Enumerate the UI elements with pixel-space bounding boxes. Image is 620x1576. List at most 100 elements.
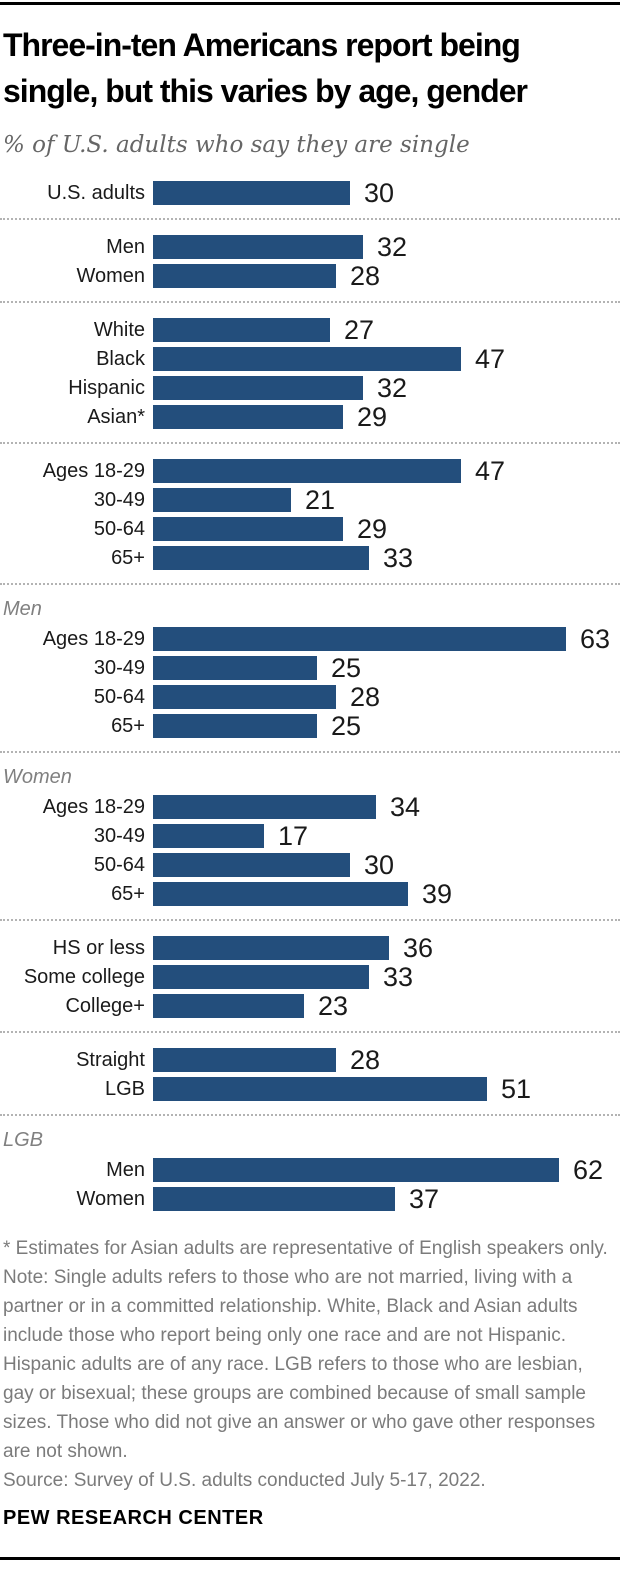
bar xyxy=(153,656,317,680)
bar xyxy=(153,318,330,342)
value-label: 32 xyxy=(377,232,408,262)
chart-subtitle: % of U.S. adults who say they are single xyxy=(3,132,470,158)
chart-row: Women 28 xyxy=(0,263,620,290)
value-label: 29 xyxy=(357,514,388,544)
bar xyxy=(153,965,369,989)
bar xyxy=(153,714,317,738)
chart-group: LGB Men 62 Women 37 xyxy=(0,1114,620,1224)
row-label: 30-49 xyxy=(93,656,145,679)
bar xyxy=(153,882,408,906)
value-label: 37 xyxy=(409,1184,440,1214)
chart-group: Men Ages 18-29 63 30-49 25 50-64 28 65+ 25 xyxy=(0,583,620,751)
chart-row: 30-49 21 xyxy=(0,485,620,515)
value-label: 25 xyxy=(331,653,362,683)
value-label: 33 xyxy=(383,543,414,573)
value-label: 30 xyxy=(364,178,395,208)
bottom-rule xyxy=(0,1557,620,1560)
row-label: Women xyxy=(76,264,145,287)
chart-notes: * Estimates for Asian adults are represe… xyxy=(3,1234,616,1495)
bar xyxy=(153,824,264,848)
value-label: 25 xyxy=(331,711,362,741)
chart-row: 65+ 25 xyxy=(0,711,620,741)
bar xyxy=(153,347,461,371)
chart-row: Some college 33 xyxy=(0,962,620,992)
row-label: Ages 18-29 xyxy=(42,795,145,818)
value-label: 39 xyxy=(422,879,453,909)
value-label: 23 xyxy=(318,991,349,1021)
value-label: 21 xyxy=(305,485,336,515)
bar xyxy=(153,181,350,205)
chart-row: Asian* 29 xyxy=(0,402,620,432)
chart-row: Hispanic 32 xyxy=(0,375,620,402)
row-label: 50-64 xyxy=(93,685,145,708)
chart-row: 50-64 28 xyxy=(0,684,620,711)
chart-row: 30-49 17 xyxy=(0,821,620,851)
value-label: 28 xyxy=(350,1045,381,1075)
pew-research-center-wordmark: PEW RESEARCH CENTER xyxy=(3,1507,264,1529)
bar xyxy=(153,1187,395,1211)
chart-row: White 27 xyxy=(0,317,620,344)
chart-row: 65+ 39 xyxy=(0,879,620,909)
note-text: Note: Single adults refers to those who … xyxy=(3,1267,596,1462)
row-label: LGB xyxy=(104,1077,145,1100)
value-label: 34 xyxy=(390,792,421,822)
chart-group: Women Ages 18-29 34 30-49 17 50-64 30 65+ 39 xyxy=(0,751,620,919)
value-label: 51 xyxy=(501,1074,532,1104)
chart-row: College+ 23 xyxy=(0,991,620,1021)
bar xyxy=(153,936,389,960)
bar xyxy=(153,853,350,877)
row-label: 50-64 xyxy=(93,517,145,540)
chart-row: Men 62 xyxy=(0,1155,620,1185)
bar xyxy=(153,994,304,1018)
chart-row: U.S. adults 30 xyxy=(0,178,620,208)
chart-row: Women 37 xyxy=(0,1184,620,1214)
row-label: 65+ xyxy=(111,882,145,905)
chart-row: LGB 51 xyxy=(0,1074,620,1104)
row-label: White xyxy=(93,318,145,341)
bar-chart: U.S. adults 30 Men 32 Women 28 White 27 Black 47 H… xyxy=(0,166,620,1224)
chart-row: Black 47 xyxy=(0,346,620,373)
row-label: Hispanic xyxy=(68,376,145,399)
chart-row: Ages 18-29 47 xyxy=(0,456,620,486)
value-label: 47 xyxy=(475,456,506,486)
row-label: 30-49 xyxy=(93,488,145,511)
group-header: Men xyxy=(3,598,42,620)
chart-group: U.S. adults 30 xyxy=(0,166,620,218)
row-label: U.S. adults xyxy=(47,181,145,204)
bar xyxy=(153,376,363,400)
value-label: 29 xyxy=(357,402,388,432)
bar xyxy=(153,235,363,259)
chart-row: Ages 18-29 34 xyxy=(0,792,620,822)
row-label: Ages 18-29 xyxy=(42,627,145,650)
asterisk-note: * Estimates for Asian adults are represe… xyxy=(3,1238,608,1259)
chart-row: 50-64 29 xyxy=(0,514,620,544)
row-label: Straight xyxy=(76,1048,145,1071)
bar xyxy=(153,488,291,512)
bar xyxy=(153,627,566,651)
row-label: Women xyxy=(76,1187,145,1210)
chart-row: Straight 28 xyxy=(0,1045,620,1075)
chart-row: 30-49 25 xyxy=(0,653,620,683)
chart-title: Three-in-ten Americans report being sing… xyxy=(3,27,528,109)
value-label: 17 xyxy=(278,821,309,851)
top-rule xyxy=(0,2,620,5)
group-header: Women xyxy=(3,766,72,788)
value-label: 62 xyxy=(573,1155,604,1185)
chart-group: White 27 Black 47 Hispanic 32 Asian* 29 xyxy=(0,301,620,442)
group-header: LGB xyxy=(3,1129,44,1151)
value-label: 30 xyxy=(364,850,395,880)
chart-row: 50-64 30 xyxy=(0,850,620,880)
value-label: 33 xyxy=(383,962,414,992)
bar xyxy=(153,1158,559,1182)
value-label: 36 xyxy=(403,933,434,963)
chart-group: Straight 28 LGB 51 xyxy=(0,1031,620,1114)
row-label: 65+ xyxy=(111,546,145,569)
bar xyxy=(153,1048,336,1072)
chart-group: Ages 18-29 47 30-49 21 50-64 29 65+ 33 xyxy=(0,442,620,583)
row-label: College+ xyxy=(65,994,145,1017)
chart-row: Ages 18-29 63 xyxy=(0,626,620,653)
row-label: 65+ xyxy=(111,714,145,737)
chart-row: HS or less 36 xyxy=(0,933,620,963)
chart-row: Men 32 xyxy=(0,232,620,262)
chart-group: HS or less 36 Some college 33 College+ 23 xyxy=(0,919,620,1031)
